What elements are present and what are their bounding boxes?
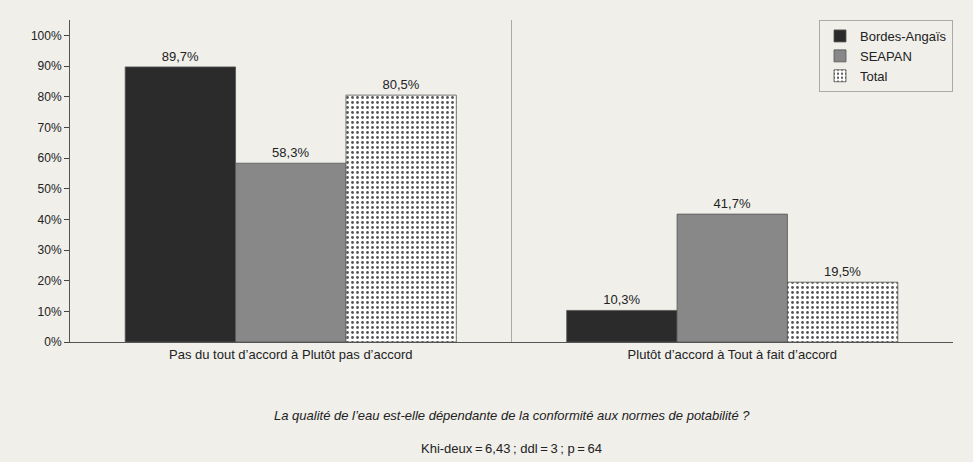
svg-text:Khi-deux = 6,43 ; ddl = 3 ; p: Khi-deux = 6,43 ; ddl = 3 ; p = 64 bbox=[421, 441, 602, 456]
svg-text:10,3%: 10,3% bbox=[603, 292, 640, 307]
svg-text:89,7%: 89,7% bbox=[162, 49, 199, 64]
svg-text:SEAPAN: SEAPAN bbox=[860, 49, 912, 64]
svg-text:50%: 50% bbox=[38, 182, 62, 196]
svg-text:La qualité de l’eau est-elle d: La qualité de l’eau est-elle dépendante … bbox=[274, 408, 750, 423]
svg-text:80%: 80% bbox=[38, 90, 62, 104]
svg-text:100%: 100% bbox=[31, 29, 62, 43]
svg-text:40%: 40% bbox=[38, 213, 62, 227]
svg-text:58,3%: 58,3% bbox=[272, 145, 309, 160]
svg-text:41,7%: 41,7% bbox=[714, 196, 751, 211]
svg-text:90%: 90% bbox=[38, 59, 62, 73]
svg-text:19,5%: 19,5% bbox=[824, 264, 861, 279]
svg-text:20%: 20% bbox=[38, 274, 62, 288]
svg-text:Plutôt d’accord à Tout à fait: Plutôt d’accord à Tout à fait d’accord bbox=[628, 347, 837, 362]
svg-text:80,5%: 80,5% bbox=[382, 77, 419, 92]
svg-text:10%: 10% bbox=[38, 305, 62, 319]
svg-text:Bordes-Angaïs: Bordes-Angaïs bbox=[860, 29, 946, 44]
svg-text:70%: 70% bbox=[38, 121, 62, 135]
svg-text:0%: 0% bbox=[44, 335, 62, 349]
svg-text:Pas du tout d’accord à Plutôt: Pas du tout d’accord à Plutôt pas d’acco… bbox=[169, 347, 413, 362]
svg-text:30%: 30% bbox=[38, 243, 62, 257]
svg-text:60%: 60% bbox=[38, 151, 62, 165]
svg-text:Total: Total bbox=[860, 69, 888, 84]
